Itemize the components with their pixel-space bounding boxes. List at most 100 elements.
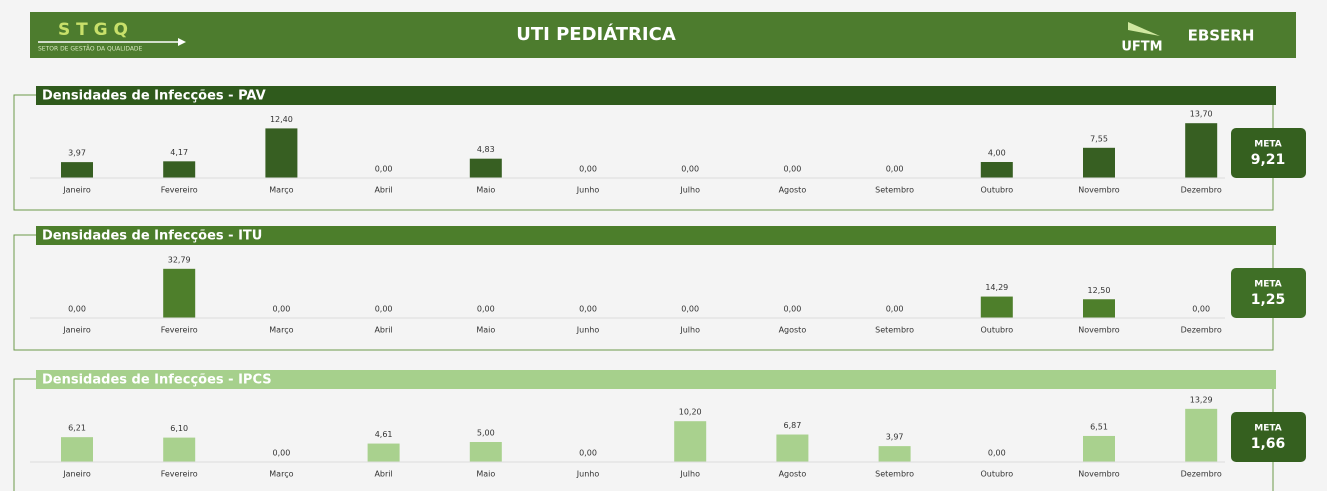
value-label: 0,00 (681, 305, 699, 314)
category-label: Dezembro (1181, 470, 1222, 479)
header-title: UTI PEDIÁTRICA (516, 23, 676, 45)
value-label: 0,00 (886, 165, 904, 174)
value-label: 12,50 (1088, 286, 1111, 295)
value-label: 0,00 (375, 165, 393, 174)
category-label: Julho (679, 470, 700, 479)
value-label: 6,87 (783, 421, 801, 430)
category-label: Março (269, 186, 293, 195)
category-label: Abril (374, 326, 392, 335)
bar (980, 296, 1013, 318)
value-label: 4,00 (988, 149, 1006, 158)
value-label: 12,40 (270, 115, 293, 124)
value-label: 0,00 (272, 305, 290, 314)
bar (367, 443, 400, 462)
panel-title-bar (36, 86, 1276, 105)
logo-subtitle: SETOR DE GESTÃO DA QUALIDADE (38, 46, 143, 53)
value-label: 6,51 (1090, 422, 1108, 431)
value-label: 0,00 (579, 449, 597, 458)
value-label: 0,00 (579, 165, 597, 174)
value-label: 6,10 (170, 424, 188, 433)
meta-value: 9,21 (1251, 152, 1286, 168)
meta-label: META (1254, 424, 1282, 434)
category-label: Setembro (875, 186, 914, 195)
value-label: 0,00 (68, 305, 86, 314)
panel-title-bar (36, 226, 1276, 245)
value-label: 3,97 (68, 149, 86, 158)
value-label: 0,00 (988, 449, 1006, 458)
header-bar (30, 12, 1296, 58)
category-label: Agosto (779, 326, 807, 335)
category-label: Outubro (980, 326, 1013, 335)
value-label: 13,70 (1190, 110, 1213, 119)
meta-box (1231, 128, 1306, 178)
bar (61, 437, 93, 462)
uftm-logo: UFTM (1121, 40, 1162, 55)
category-label: Maio (476, 186, 495, 195)
logo: S T G Q (58, 20, 128, 40)
category-label: Novembro (1078, 470, 1120, 479)
category-label: Setembro (875, 326, 914, 335)
value-label: 0,00 (375, 305, 393, 314)
value-label: 0,00 (579, 305, 597, 314)
value-label: 5,00 (477, 429, 495, 438)
bar (469, 158, 502, 178)
panel-title: Densidades de Infecções - PAV (42, 89, 266, 104)
category-label: Maio (476, 326, 495, 335)
category-label: Junho (576, 186, 600, 195)
category-label: Outubro (980, 470, 1013, 479)
category-label: Janeiro (62, 186, 91, 195)
logo-arrow-head (178, 38, 186, 46)
category-label: Dezembro (1181, 326, 1222, 335)
bar (163, 437, 196, 462)
category-label: Julho (679, 186, 700, 195)
category-label: Abril (374, 470, 392, 479)
category-label: Novembro (1078, 186, 1120, 195)
panel-title: Densidades de Infecções - IPCS (42, 373, 272, 388)
value-label: 0,00 (477, 305, 495, 314)
value-label: 4,83 (477, 145, 495, 154)
value-label: 0,00 (783, 305, 801, 314)
bar (1083, 435, 1115, 462)
bar (1185, 408, 1218, 462)
value-label: 0,00 (272, 449, 290, 458)
meta-label: META (1254, 140, 1282, 150)
bar (674, 421, 707, 462)
bar (1083, 147, 1115, 178)
category-label: Fevereiro (161, 470, 198, 479)
value-label: 6,21 (68, 424, 86, 433)
category-label: Março (269, 470, 293, 479)
value-label: 10,20 (679, 408, 702, 417)
uftm-icon (1128, 22, 1160, 36)
bar (878, 446, 911, 462)
category-label: Novembro (1078, 326, 1120, 335)
bar (980, 162, 1013, 178)
category-label: Julho (679, 326, 700, 335)
bar (61, 162, 93, 178)
category-label: Fevereiro (161, 186, 198, 195)
value-label: 3,97 (886, 433, 904, 442)
value-label: 0,00 (783, 165, 801, 174)
value-label: 32,79 (168, 255, 191, 264)
value-label: 4,17 (170, 148, 188, 157)
meta-label: META (1254, 280, 1282, 290)
bar (265, 128, 298, 178)
category-label: Fevereiro (161, 326, 198, 335)
value-label: 0,00 (886, 305, 904, 314)
value-label: 0,00 (1192, 305, 1210, 314)
category-label: Agosto (779, 186, 807, 195)
bar (1083, 299, 1115, 318)
meta-value: 1,25 (1251, 292, 1286, 308)
value-label: 0,00 (681, 165, 699, 174)
meta-value: 1,66 (1251, 436, 1286, 452)
meta-box (1231, 412, 1306, 462)
category-label: Maio (476, 470, 495, 479)
category-label: Outubro (980, 186, 1013, 195)
meta-box (1231, 268, 1306, 318)
category-label: Março (269, 326, 293, 335)
category-label: Janeiro (62, 326, 91, 335)
category-label: Agosto (779, 470, 807, 479)
category-label: Dezembro (1181, 186, 1222, 195)
bar (1185, 123, 1218, 178)
